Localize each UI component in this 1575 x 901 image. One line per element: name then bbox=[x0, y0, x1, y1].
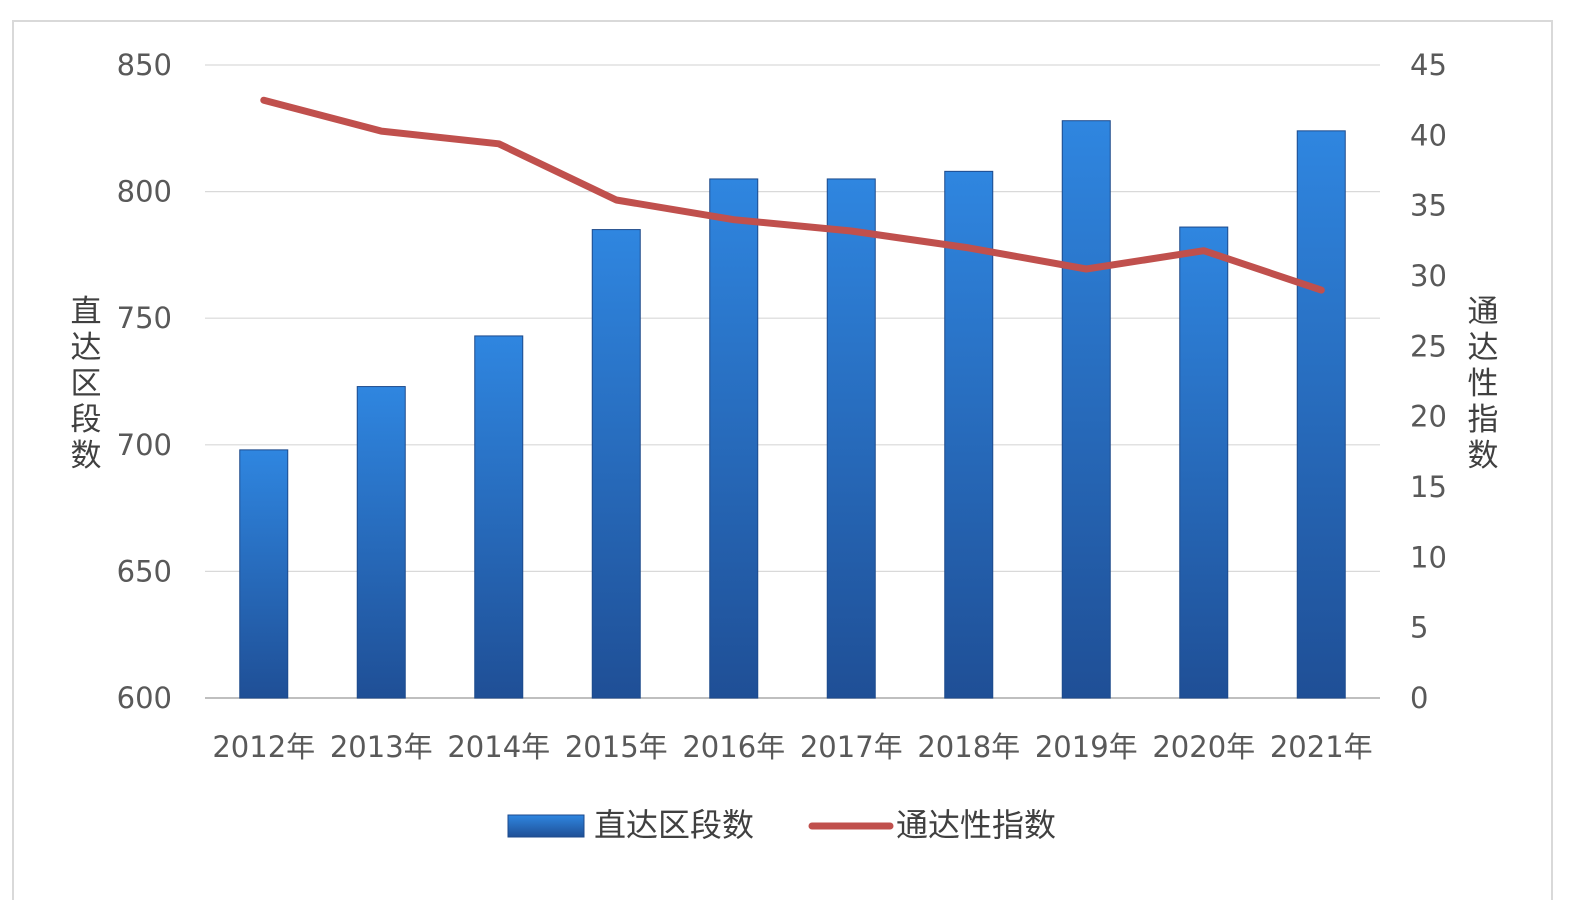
y2-axis-title-char: 达 bbox=[1468, 330, 1499, 366]
line-point bbox=[614, 198, 619, 203]
y-tick-label: 700 bbox=[117, 428, 172, 462]
y-axis-title-char: 段 bbox=[71, 402, 102, 438]
bar-series bbox=[239, 120, 1346, 699]
legend-bar-label: 直达区段数 bbox=[594, 806, 754, 844]
y-axis-title-char: 达 bbox=[71, 330, 102, 366]
x-axis-ticks: 2012年 2013年 2014年 2015年 2016年 2017年 2018年 2019年… bbox=[212, 730, 1372, 764]
x-tick-label: 2019年 bbox=[1035, 730, 1138, 764]
y2-axis-title-char: 指 bbox=[1468, 402, 1499, 438]
legend-line-label: 通达性指数 bbox=[896, 806, 1056, 844]
x-tick-label: 2016年 bbox=[682, 730, 785, 764]
left-axis-ticks: 600 650 700 750 800 850 bbox=[117, 48, 172, 715]
line-point bbox=[261, 98, 266, 103]
line-series bbox=[260, 96, 1325, 294]
line-point bbox=[731, 217, 736, 222]
bar bbox=[591, 229, 641, 699]
bar bbox=[944, 170, 994, 699]
y2-axis-title-char: 数 bbox=[1468, 438, 1499, 474]
y-tick-label: 650 bbox=[117, 554, 172, 588]
x-tick-label: 2012年 bbox=[212, 730, 315, 764]
y2-tick-label: 15 bbox=[1410, 470, 1447, 504]
y-tick-label: 850 bbox=[117, 48, 172, 82]
x-tick-label: 2021年 bbox=[1270, 730, 1373, 764]
y2-tick-label: 20 bbox=[1410, 400, 1447, 434]
y-tick-label: 600 bbox=[117, 681, 172, 715]
legend-bar-swatch bbox=[507, 814, 585, 838]
x-tick-label: 2013年 bbox=[330, 730, 433, 764]
y2-tick-label: 0 bbox=[1410, 681, 1428, 715]
y-tick-label: 800 bbox=[117, 175, 172, 209]
y2-tick-label: 45 bbox=[1410, 48, 1447, 82]
line-point bbox=[849, 228, 854, 233]
bar bbox=[239, 449, 289, 699]
bar bbox=[1179, 226, 1229, 699]
bar bbox=[826, 178, 876, 699]
x-tick-label: 2020年 bbox=[1152, 730, 1255, 764]
y2-tick-label: 40 bbox=[1410, 118, 1447, 152]
y2-tick-label: 10 bbox=[1410, 540, 1447, 574]
y-axis-title-char: 直 bbox=[71, 294, 102, 330]
x-tick-label: 2015年 bbox=[565, 730, 668, 764]
series-line bbox=[260, 96, 1325, 294]
line-point bbox=[1084, 266, 1089, 271]
bar bbox=[709, 178, 759, 699]
y-axis-title-char: 数 bbox=[71, 438, 102, 474]
y2-tick-label: 25 bbox=[1410, 329, 1447, 363]
bar bbox=[474, 335, 524, 699]
line-point bbox=[966, 245, 971, 250]
x-tick-label: 2017年 bbox=[800, 730, 903, 764]
line-point bbox=[1319, 288, 1324, 293]
y2-axis-title-char: 性 bbox=[1468, 366, 1499, 402]
y-axis-title-char: 区 bbox=[71, 366, 102, 402]
y2-tick-label: 30 bbox=[1410, 259, 1447, 293]
line-point bbox=[496, 141, 501, 146]
y2-tick-label: 5 bbox=[1410, 611, 1428, 645]
x-tick-label: 2018年 bbox=[917, 730, 1020, 764]
y2-tick-label: 35 bbox=[1410, 189, 1447, 223]
line-point bbox=[1201, 248, 1206, 253]
x-tick-label: 2014年 bbox=[447, 730, 550, 764]
legend: 直达区段数 通达性指数 bbox=[507, 806, 1056, 844]
line-point bbox=[379, 129, 384, 134]
y2-axis-title-char: 通 bbox=[1468, 294, 1499, 330]
bar bbox=[1296, 130, 1346, 699]
y-tick-label: 750 bbox=[117, 301, 172, 335]
bar bbox=[1061, 120, 1111, 699]
right-axis-ticks: 0 5 10 15 20 25 30 35 40 45 bbox=[1410, 48, 1447, 715]
bar bbox=[356, 386, 406, 699]
